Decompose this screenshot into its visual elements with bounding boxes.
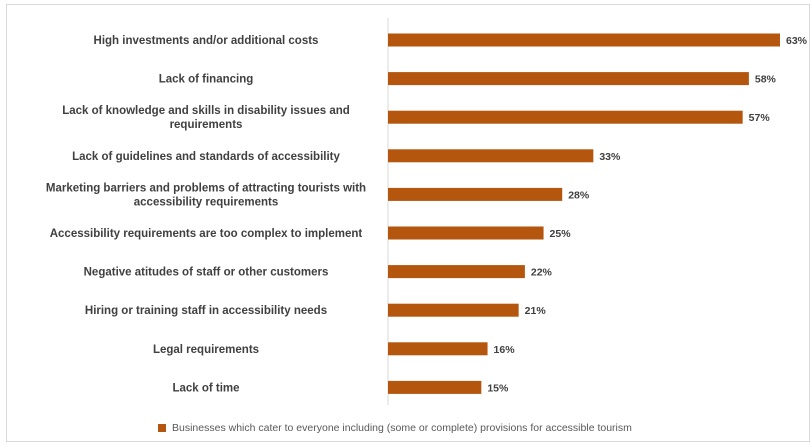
category-label: Hiring or training staff in accessibilit… xyxy=(85,305,327,317)
bar xyxy=(388,33,780,47)
value-label: 15% xyxy=(487,382,509,394)
bar xyxy=(388,226,544,240)
category-label: Legal requirements xyxy=(153,344,259,356)
bar xyxy=(388,342,488,356)
category-label: High investments and/or additional costs xyxy=(94,35,319,47)
category-label: Accessibility requirements are too compl… xyxy=(50,228,363,240)
category-label: Lack of guidelines and standards of acce… xyxy=(72,151,340,163)
bar xyxy=(388,380,482,394)
category-label: Marketing barriers and problems of attra… xyxy=(46,182,366,208)
value-label: 21% xyxy=(525,305,547,317)
bar xyxy=(388,187,563,201)
bar-chart: 63% High investments and/or additional co… xyxy=(46,18,808,405)
legend: Businesses which cater to everyone inclu… xyxy=(158,422,632,434)
category-label: Lack of financing xyxy=(159,74,254,86)
value-label: 28% xyxy=(568,189,590,201)
value-label: 33% xyxy=(599,151,621,163)
value-label: 25% xyxy=(550,228,572,240)
value-label: 57% xyxy=(749,112,771,124)
bar xyxy=(388,149,594,163)
bar xyxy=(388,72,749,86)
bar xyxy=(388,265,525,279)
category-label: Lack of time xyxy=(172,382,239,394)
bar xyxy=(388,303,519,317)
value-label: 16% xyxy=(494,344,516,356)
category-label: Lack of knowledge and skills in disabili… xyxy=(62,105,350,131)
legend-swatch xyxy=(158,424,166,432)
category-label: Negative atitudes of staff or other cust… xyxy=(84,267,329,279)
value-label: 58% xyxy=(755,74,777,86)
bar xyxy=(388,110,743,124)
legend-label: Businesses which cater to everyone inclu… xyxy=(172,422,632,434)
chart-frame xyxy=(6,4,810,442)
value-label: 63% xyxy=(786,35,808,47)
value-label: 22% xyxy=(531,267,553,279)
